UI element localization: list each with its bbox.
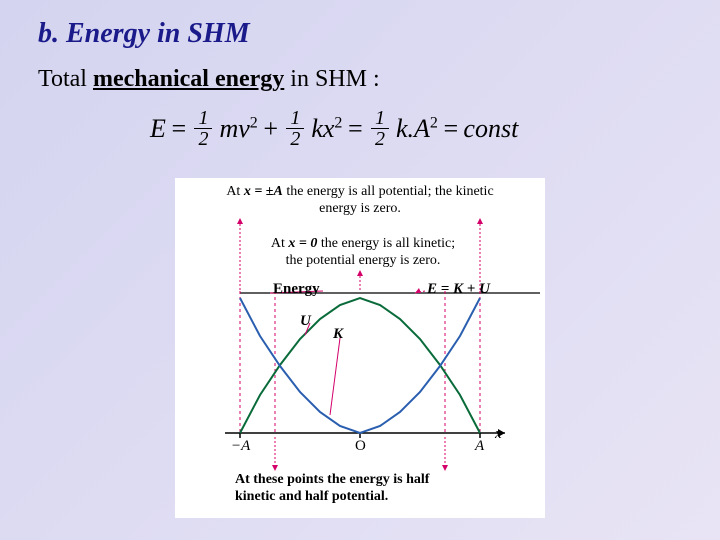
annotation-x-zero: At x = 0 the energy is all kinetic;the p… — [253, 236, 473, 270]
annotation-x-pm-A: At x = ±A the energy is all potential; t… — [215, 184, 505, 218]
U-curve-label: U — [300, 313, 311, 330]
eku-label: E = K + U — [427, 281, 490, 298]
energy-chart: At x = ±A the energy is all potential; t… — [175, 178, 545, 518]
eq-mv2: mv2 — [219, 114, 257, 144]
subheading-prefix: Total — [38, 66, 93, 92]
eq-frac-2: 12 — [286, 108, 304, 149]
chart-svg — [175, 178, 545, 518]
eq-equals-3: = — [442, 114, 460, 144]
eq-equals-1: = — [170, 114, 188, 144]
tick-origin: O — [355, 438, 366, 455]
section-heading: b. Energy in SHM — [38, 18, 250, 50]
eq-frac-3: 12 — [371, 108, 389, 149]
K-curve-label: K — [333, 326, 343, 343]
eq-const: const — [463, 114, 518, 144]
eq-kx2: kx2 — [311, 114, 342, 144]
eq-equals-2: = — [346, 114, 364, 144]
energy-axis-label: Energy — [273, 281, 320, 298]
eq-E: E — [150, 114, 166, 144]
eq-plus: + — [262, 114, 280, 144]
eq-frac-1: 12 — [194, 108, 212, 149]
tick-minus-A: −A — [231, 438, 250, 455]
energy-equation: E = 12 mv2 + 12 kx2 = 12 k.A2 = const — [150, 108, 518, 149]
tick-A: A — [475, 438, 484, 455]
annotation-half-half: At these points the energy is halfkineti… — [235, 472, 485, 506]
subheading-suffix: in SHM : — [284, 66, 379, 92]
eq-kA2: k.A2 — [396, 114, 438, 144]
x-axis-label: x — [495, 426, 502, 443]
subheading-emphasis: mechanical energy — [93, 66, 284, 92]
subheading: Total mechanical energy in SHM : — [38, 66, 380, 93]
